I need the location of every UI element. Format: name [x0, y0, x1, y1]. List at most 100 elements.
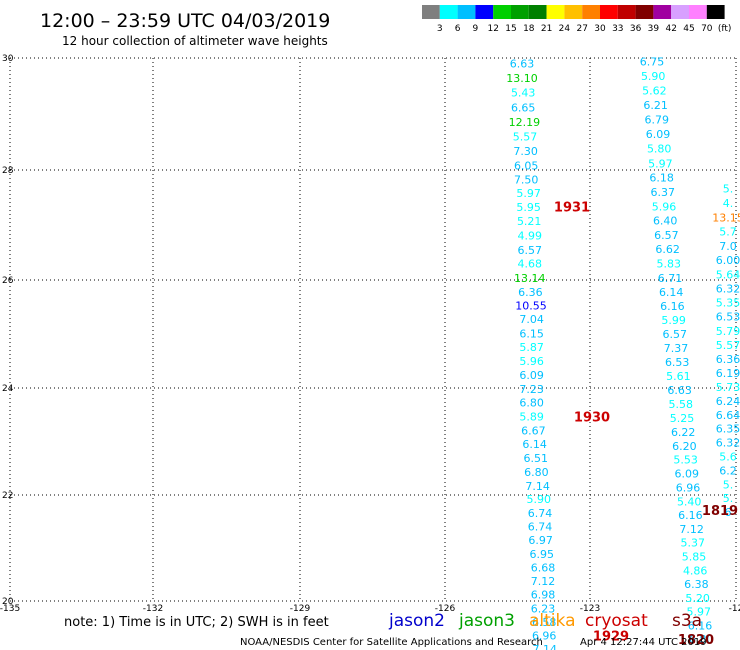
satellite-legend-item: altika [529, 611, 576, 631]
wave-height-value: 6.57 [654, 229, 679, 242]
x-tick-label: -12 [729, 604, 740, 614]
colorbar-swatch [457, 5, 476, 19]
wave-height-value: 7.04 [519, 313, 544, 326]
wave-height-value: 5.6 [719, 450, 737, 463]
wave-height-value: 5.96 [652, 200, 677, 213]
wave-height-value: 6.32 [716, 437, 740, 450]
wave-height-value: 5.64 [716, 269, 740, 282]
y-tick-label: 24 [2, 384, 14, 394]
wave-height-value: 5.25 [670, 412, 695, 425]
wave-height-value: 6.32 [716, 283, 740, 296]
wave-height-value: 7.14 [533, 643, 558, 650]
colorbar-swatch [653, 5, 672, 19]
wave-height-value: 6.63 [667, 384, 692, 397]
satellite-legend-item: cryosat [585, 611, 648, 631]
wave-height-value: 6.16 [660, 300, 685, 313]
wave-height-value: 13.10 [506, 72, 538, 85]
wave-height-value: 6.00 [716, 254, 740, 267]
colorbar-label: 39 [648, 24, 660, 34]
wave-height-value: 6.67 [521, 424, 546, 437]
wave-height-value: 6.57 [663, 328, 688, 341]
y-tick-label: 22 [2, 491, 13, 501]
page-subtitle: 12 hour collection of altimeter wave hei… [62, 34, 328, 48]
wave-height-value: 5.61 [666, 370, 691, 383]
wave-height-value: 5.79 [716, 325, 740, 338]
wave-height-value: 5.73 [716, 381, 740, 394]
wave-height-value: 5.40 [677, 495, 702, 508]
wave-height-value: 6.74 [528, 507, 553, 520]
time-label: 1820 [678, 633, 714, 648]
colorbar-swatch [546, 5, 565, 19]
wave-height-value: 5.43 [511, 87, 536, 100]
wave-height-value: 5. [723, 492, 734, 505]
wave-height-value: 7.30 [513, 145, 538, 158]
satellite-legend: jason2 jason3 altika cryosat s3a [388, 611, 702, 631]
wave-height-value: 6.14 [659, 286, 684, 299]
wave-height-value: 6.98 [531, 589, 556, 602]
wave-height-value: 10.55 [515, 299, 547, 312]
wave-height-value: 6.79 [645, 114, 670, 127]
colorbar-label: 33 [612, 24, 623, 34]
wave-height-value: 6.2 [719, 464, 737, 477]
wave-height-value: 6.16 [688, 619, 713, 632]
wave-height-value: 5.95 [516, 201, 541, 214]
wave-height-value: 7.12 [679, 523, 704, 536]
colorbar-swatch [475, 5, 494, 19]
wave-height-value: 5.99 [661, 314, 686, 327]
colorbar: 3 6 9 12 15 18 21 24 27 30 33 36 39 42 45 70 (ft) [422, 5, 731, 34]
wave-height-value: 7.14 [525, 480, 550, 493]
wave-height-value: 4.99 [518, 229, 543, 242]
colorbar-swatch [635, 5, 654, 19]
colorbar-label: 45 [683, 24, 694, 34]
wave-height-value: 6.96 [676, 482, 701, 495]
wave-height-value: 6.53 [716, 311, 740, 324]
wave-height-value: 5.85 [682, 550, 707, 563]
colorbar-label: 9 [473, 24, 479, 34]
wave-height-value: 5. [723, 183, 734, 196]
x-tick-label: -129 [290, 604, 311, 614]
time-labels: 193119301929192818191820 [554, 200, 738, 648]
wave-height-value: 6.64 [716, 409, 740, 422]
wave-height-value: 4.86 [683, 564, 708, 577]
wave-height-value: 6.09 [675, 468, 700, 481]
wave-height-value: 6.51 [524, 452, 549, 465]
y-tick-label: 30 [2, 54, 14, 64]
wave-height-value: 6.57 [518, 244, 543, 257]
wave-height-value: 6.09 [519, 369, 544, 382]
wave-height-value: 5.62 [642, 84, 667, 97]
satellite-legend-item: s3a [672, 611, 702, 631]
wave-height-value: 6.20 [672, 440, 697, 453]
wave-height-value: 7.50 [514, 173, 539, 186]
data-points: 6.6313.105.436.6512.195.577.306.057.505.… [506, 55, 740, 650]
wave-height-value: 5. [723, 478, 734, 491]
wave-height-value: 6.09 [646, 128, 671, 141]
wave-height-value: 5.58 [669, 398, 694, 411]
wave-height-value: 5.97 [648, 157, 673, 170]
wave-height-value: 5.35 [716, 297, 740, 310]
x-tick-label: -123 [580, 604, 600, 614]
wave-height-value: 5.37 [681, 537, 706, 550]
wave-height-value: 4. [723, 197, 734, 210]
x-tick-label: -135 [0, 604, 20, 614]
wave-height-value: 6.19 [716, 367, 740, 380]
wave-height-value: 7.23 [519, 383, 544, 396]
colorbar-swatch [564, 5, 583, 19]
wave-height-value: 5.90 [641, 70, 666, 83]
wave-height-value: 6.96 [532, 629, 557, 642]
colorbar-swatch [582, 5, 600, 19]
wave-height-value: 12.19 [509, 116, 541, 129]
wave-height-value: 6.58 [532, 616, 557, 629]
wave-height-value: 6.18 [649, 172, 674, 185]
colorbar-label: 36 [630, 24, 642, 34]
colorbar-label: 30 [594, 24, 606, 34]
colorbar-swatch [706, 5, 725, 19]
y-tick-label: 28 [2, 166, 14, 176]
wave-height-value: 6.21 [643, 99, 668, 112]
wave-height-value: 6.37 [651, 186, 676, 199]
wave-height-value: 6.36 [716, 353, 740, 366]
wave-height-value: 6.97 [528, 534, 553, 547]
satellite-legend-item: jason2 [388, 611, 445, 631]
footer-org: NOAA/NESDIS Center for Satellite Applica… [240, 637, 543, 648]
wave-height-value: 5.96 [519, 355, 544, 368]
